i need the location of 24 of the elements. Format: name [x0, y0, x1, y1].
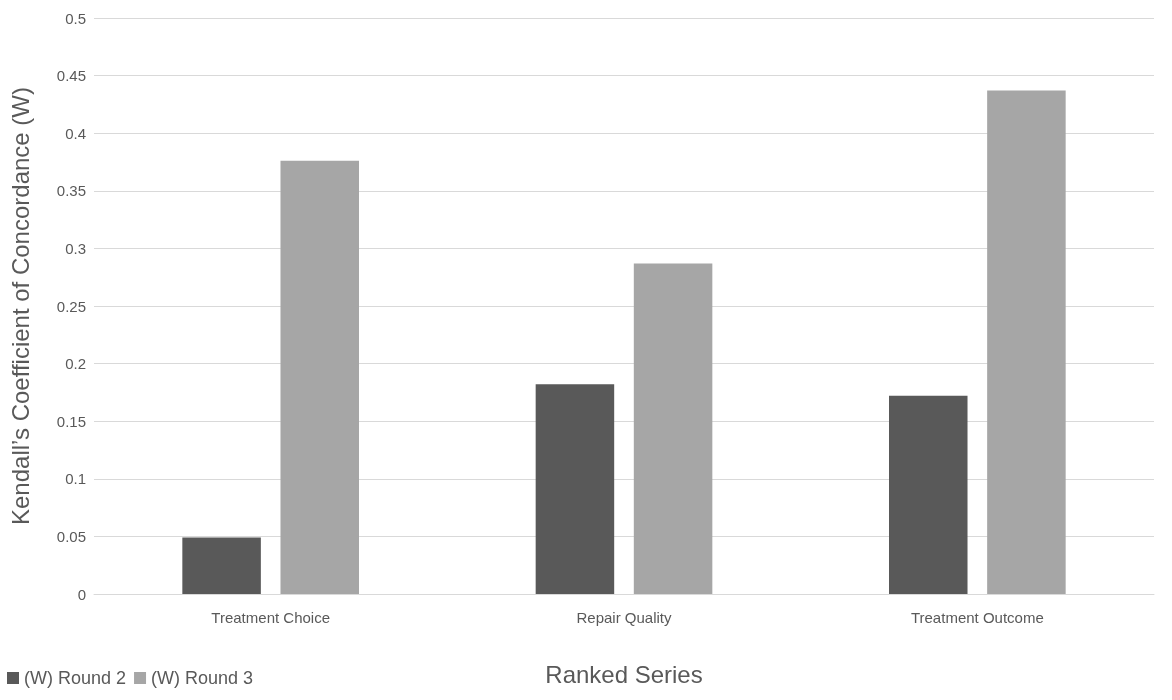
y-tick-label: 0 — [77, 585, 86, 603]
bar — [633, 263, 713, 594]
y-tick-label: 0.5 — [65, 9, 86, 27]
legend-label: (W) Round 3 — [151, 668, 254, 688]
bar — [280, 160, 359, 594]
y-tick-label: 0.25 — [56, 297, 86, 315]
y-axis-title: Kendall’s Coefficient of Concordance (W) — [6, 87, 34, 525]
legend-label: (W) Round 2 — [24, 668, 127, 688]
y-tick-label: 0.3 — [65, 239, 86, 257]
y-tick-label: 0.35 — [56, 182, 86, 200]
y-tick-label: 0.4 — [65, 124, 86, 142]
y-tick-label: 0.1 — [65, 470, 86, 488]
x-tick-label: Treatment Outcome — [910, 609, 1044, 626]
y-tick-label: 0.45 — [56, 67, 86, 85]
bar — [535, 384, 615, 594]
bar — [987, 90, 1066, 594]
x-tick-label: Treatment Choice — [211, 609, 330, 626]
x-tick-label: Repair Quality — [576, 609, 673, 626]
y-tick-label: 0.05 — [56, 527, 86, 545]
y-tick-label: 0.15 — [56, 412, 86, 430]
y-tick-label: 0.2 — [65, 355, 86, 373]
x-axis-title: Ranked Series — [545, 660, 703, 688]
bar — [182, 537, 261, 594]
bar — [889, 395, 968, 594]
